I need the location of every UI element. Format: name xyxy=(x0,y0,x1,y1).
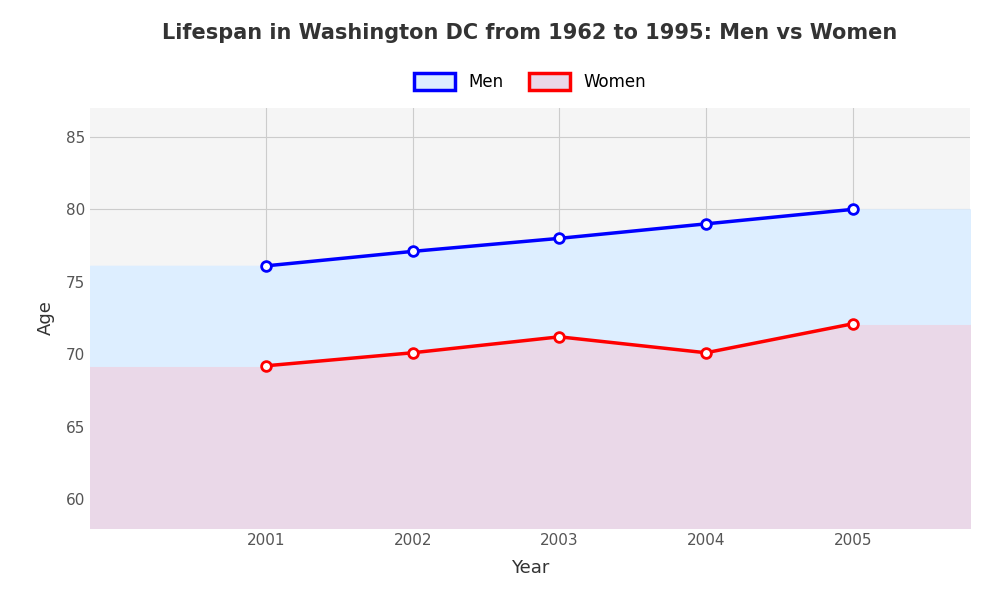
Y-axis label: Age: Age xyxy=(37,301,55,335)
X-axis label: Year: Year xyxy=(511,559,549,577)
Title: Lifespan in Washington DC from 1962 to 1995: Men vs Women: Lifespan in Washington DC from 1962 to 1… xyxy=(162,23,898,43)
Legend: Men, Women: Men, Women xyxy=(407,66,653,97)
